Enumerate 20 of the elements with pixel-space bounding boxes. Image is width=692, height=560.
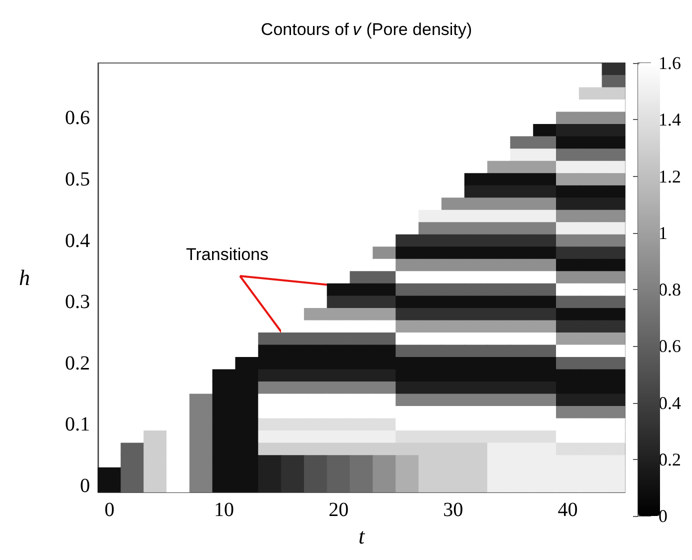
color-bar-label: 1.2 — [658, 166, 681, 186]
y-tick-label: 0.5 — [65, 168, 90, 190]
x-axis-title: t — [358, 524, 366, 548]
x-tick-label: 40 — [558, 499, 578, 522]
color-bar-label: 1 — [658, 222, 668, 243]
chart-title: Contours of 𝑣 (Pore density) — [260, 20, 472, 39]
y-tick-label: 0 — [80, 474, 90, 497]
x-tick-label: 0 — [104, 499, 114, 522]
y-tick-label: 0.4 — [65, 230, 90, 252]
y-tick-label: 0.2 — [65, 352, 90, 374]
x-tick-label: 10 — [214, 499, 234, 522]
x-tick-label: 30 — [443, 499, 464, 522]
y-tick-label: 0.6 — [65, 107, 90, 130]
annotation: Transitions — [186, 245, 269, 264]
y-tick-label: 0.1 — [65, 414, 90, 436]
y-tick-label: 0.3 — [65, 291, 90, 314]
y-axis-title: h — [19, 265, 30, 290]
color-bar-label: 1.6 — [658, 53, 681, 73]
x-tick-label: 20 — [328, 499, 349, 522]
color-bar-label: 1.4 — [658, 110, 681, 130]
